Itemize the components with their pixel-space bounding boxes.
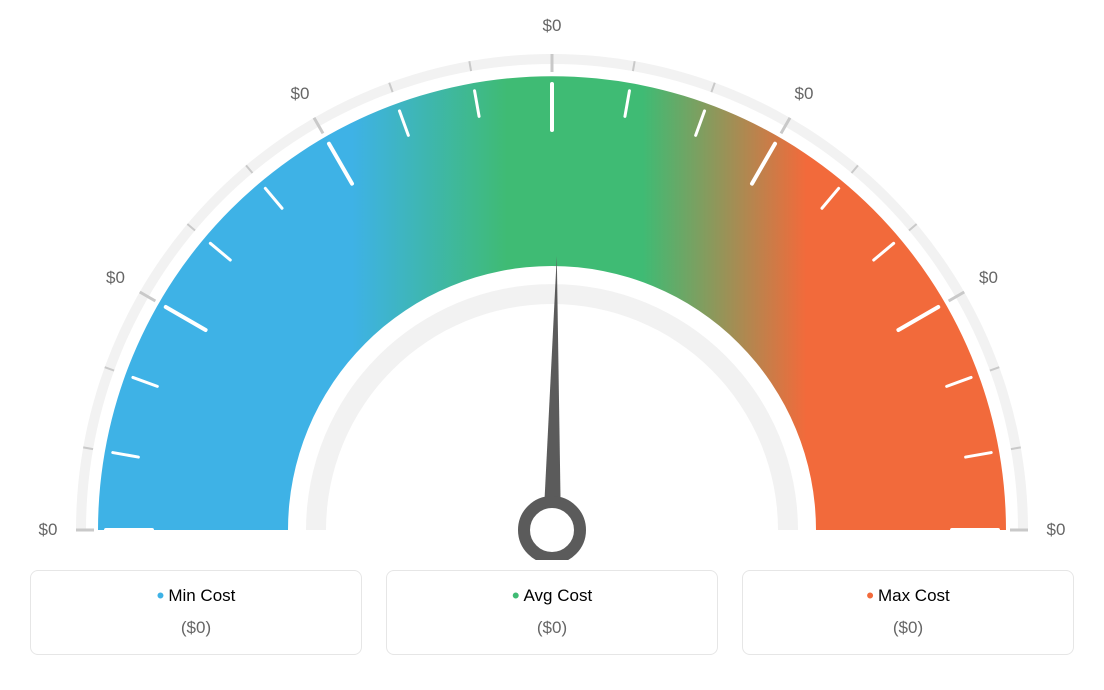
gauge-tick-label: $0 [291, 84, 310, 104]
gauge-tick-label: $0 [543, 16, 562, 36]
legend-card-max: • Max Cost ($0) [742, 570, 1074, 655]
legend-label-max: Max Cost [878, 586, 950, 606]
legend-label-min: Min Cost [168, 586, 235, 606]
legend-title-max: • Max Cost [866, 585, 950, 607]
dot-icon: • [157, 585, 165, 607]
legend-card-avg: • Avg Cost ($0) [386, 570, 718, 655]
legend-title-min: • Min Cost [157, 585, 236, 607]
legend-title-avg: • Avg Cost [512, 585, 592, 607]
gauge-tick-label: $0 [1047, 520, 1066, 540]
legend-value-avg: ($0) [397, 618, 707, 638]
legend-label-avg: Avg Cost [524, 586, 593, 606]
legend-value-max: ($0) [753, 618, 1063, 638]
gauge-tick-label: $0 [795, 84, 814, 104]
gauge-svg [30, 20, 1074, 560]
dot-icon: • [866, 585, 874, 607]
dot-icon: • [512, 585, 520, 607]
legend-card-min: • Min Cost ($0) [30, 570, 362, 655]
cost-gauge: $0$0$0$0$0$0$0 [30, 20, 1074, 560]
legend-row: • Min Cost ($0) • Avg Cost ($0) • Max Co… [30, 570, 1074, 655]
gauge-tick-label: $0 [39, 520, 58, 540]
gauge-tick-label: $0 [979, 268, 998, 288]
gauge-tick-label: $0 [106, 268, 125, 288]
legend-value-min: ($0) [41, 618, 351, 638]
